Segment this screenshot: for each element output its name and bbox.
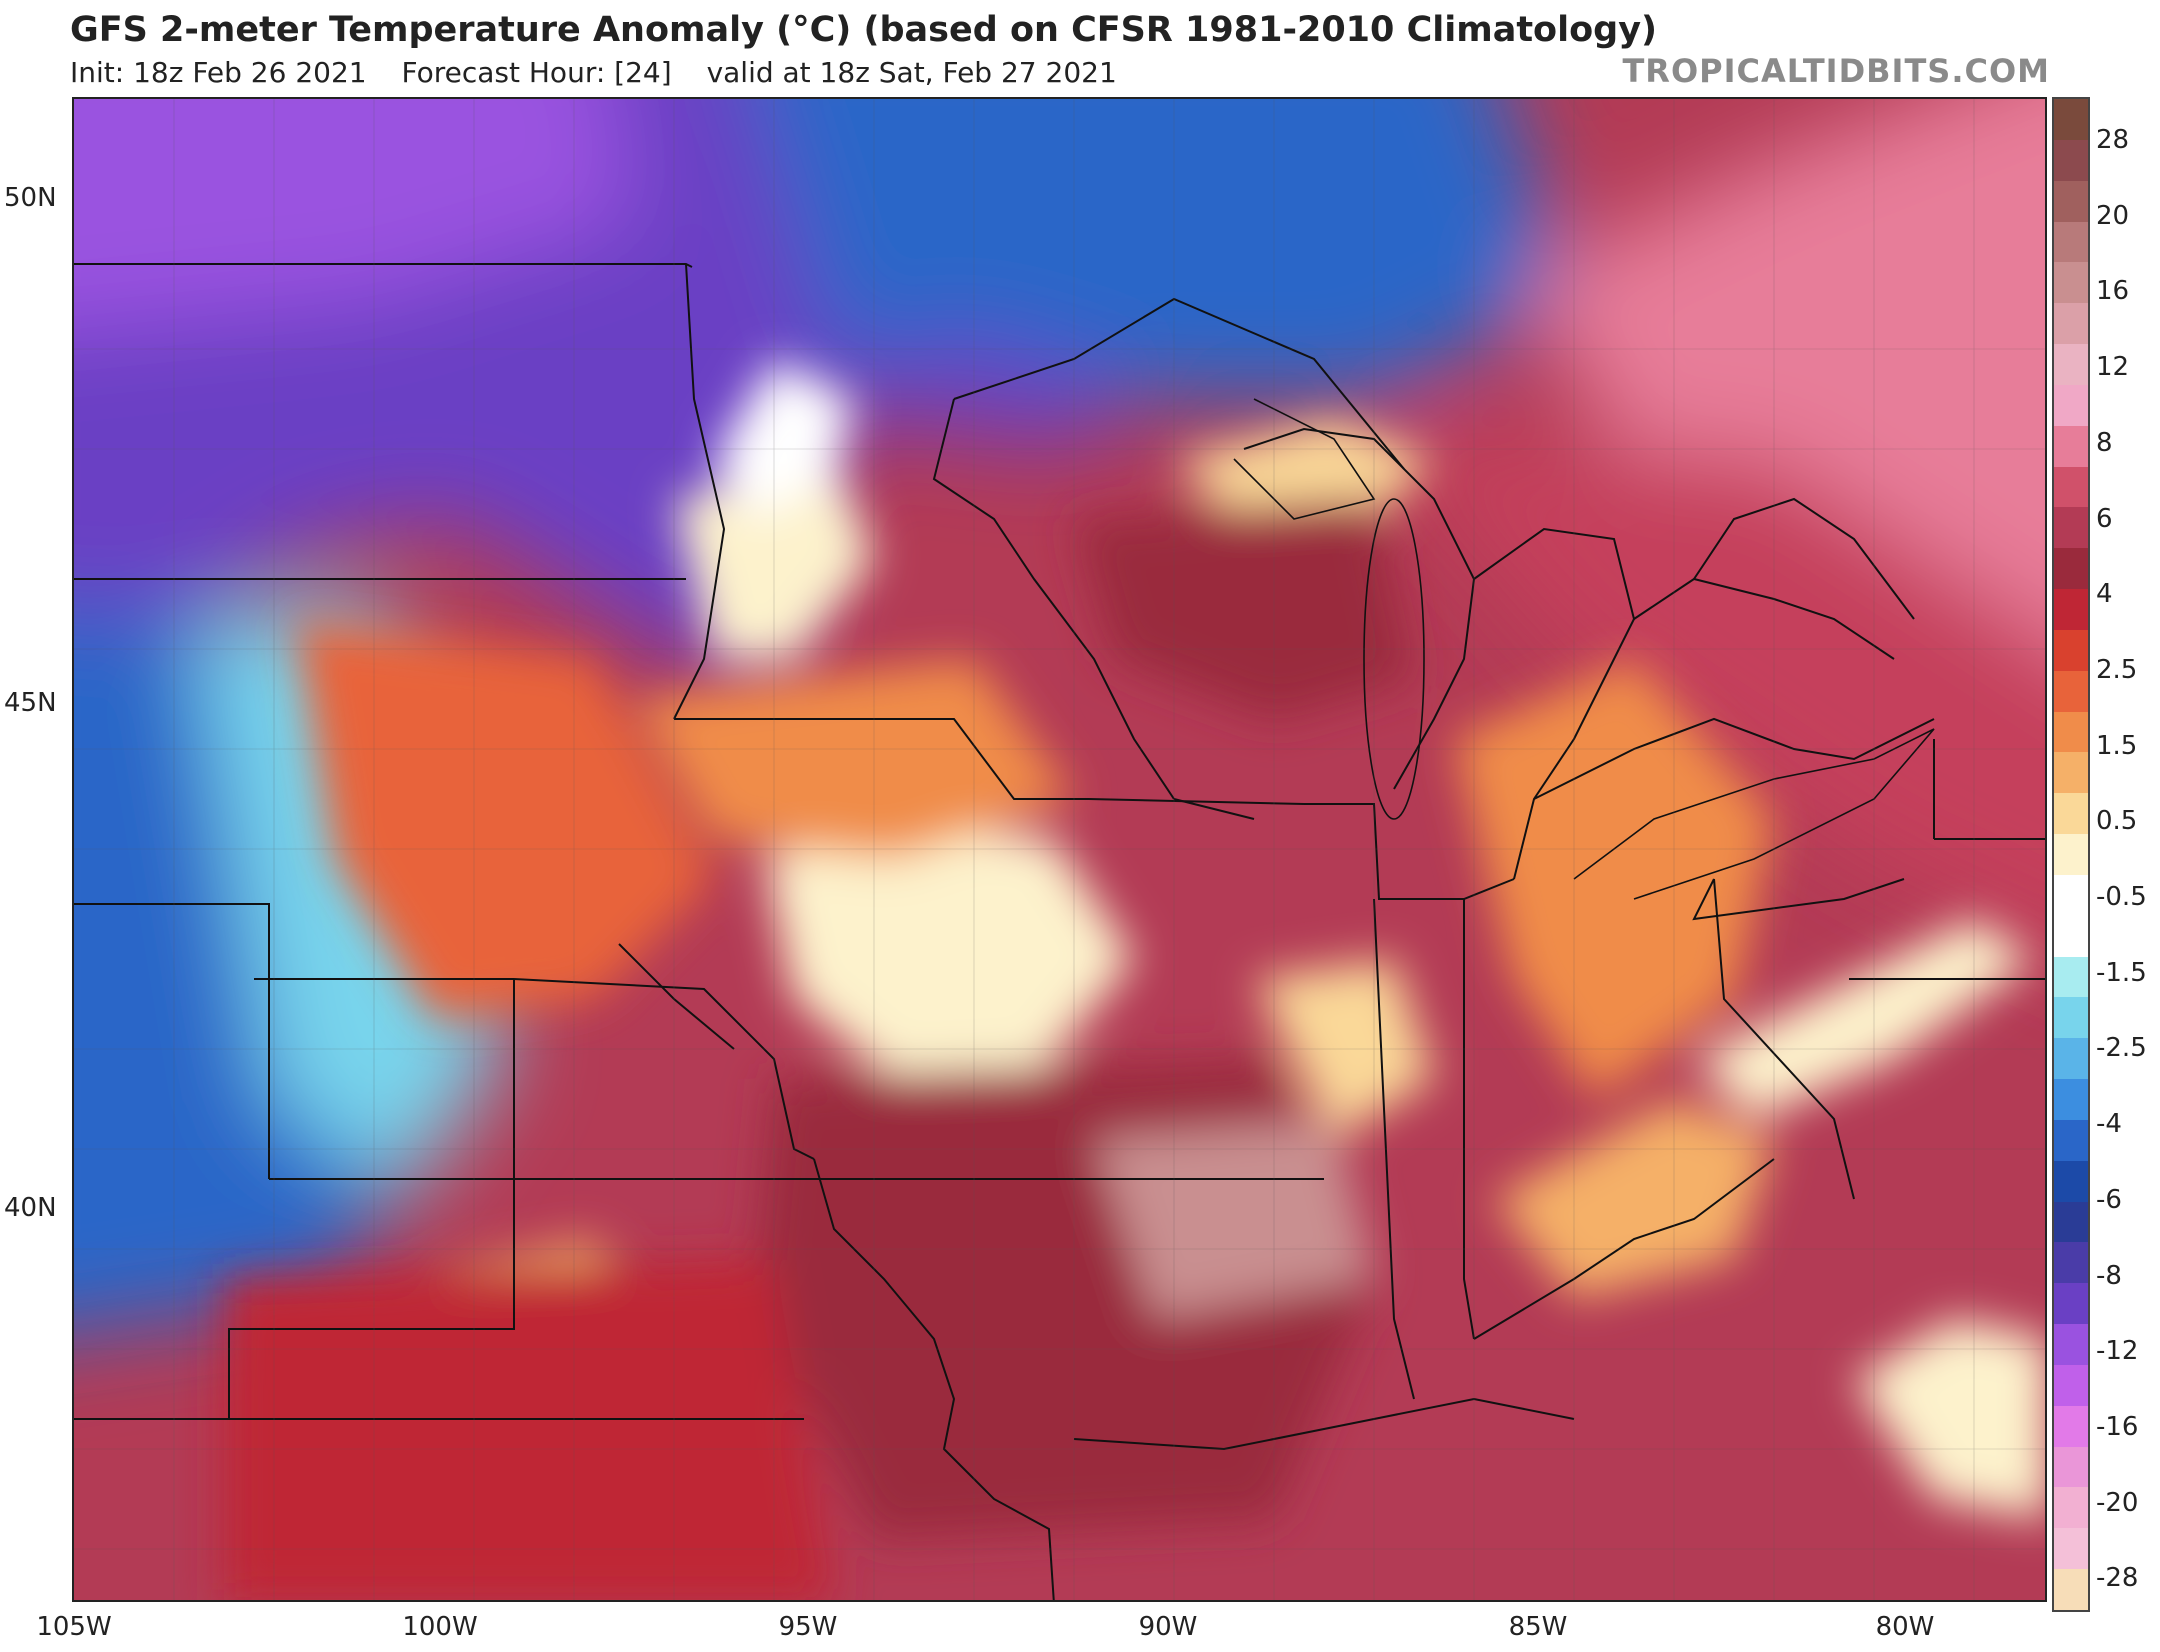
colorbar-swatch — [2054, 303, 2088, 346]
colorbar-swatch — [2054, 589, 2088, 631]
lon-label-95w: 95W — [778, 1612, 838, 1642]
colorbar-swatch — [2054, 221, 2088, 264]
colorbar-label: 4 — [2096, 579, 2113, 610]
colorbar-label: -0.5 — [2096, 882, 2147, 912]
colorbar-label: -2.5 — [2096, 1033, 2147, 1064]
colorbar-swatch — [2054, 139, 2088, 182]
colorbar-swatch — [2054, 1201, 2088, 1244]
colorbar-label: -16 — [2096, 1411, 2139, 1442]
map-subtitle: Init: 18z Feb 26 2021 Forecast Hour: [24… — [70, 56, 1143, 89]
colorbar-swatch — [2054, 1038, 2088, 1081]
colorbar-label: -12 — [2096, 1336, 2139, 1367]
valid-time: valid at 18z Sat, Feb 27 2021 — [706, 56, 1117, 89]
colorbar-swatch — [2054, 1324, 2088, 1366]
county-grid — [74, 99, 2045, 1600]
colorbar-label: 0.5 — [2096, 806, 2138, 837]
colorbar-label: -6 — [2096, 1184, 2122, 1215]
colorbar-swatch — [2054, 629, 2088, 672]
colorbar-swatch — [2054, 834, 2088, 876]
colorbar-swatch — [2054, 384, 2088, 427]
brand-watermark: TROPICALTIDBITS.COM — [1622, 52, 2050, 90]
colorbar-swatch — [2054, 1364, 2088, 1407]
state-borders — [74, 263, 2045, 1600]
colorbar-swatch — [2054, 344, 2088, 386]
lon-label-85w: 85W — [1508, 1612, 1568, 1642]
colorbar-swatch — [2054, 1446, 2088, 1489]
colorbar-label: 28 — [2096, 125, 2130, 155]
colorbar-swatch — [2054, 915, 2088, 958]
lon-label-90w: 90W — [1138, 1612, 1198, 1642]
colorbar-swatch — [2054, 466, 2088, 509]
colorbar-swatch — [2054, 99, 2088, 141]
colorbar-swatch — [2054, 711, 2088, 754]
colorbar-swatch — [2054, 425, 2088, 468]
colorbar-swatch — [2054, 1528, 2088, 1571]
colorbar-swatch — [2054, 180, 2088, 223]
lon-label-100w: 100W — [402, 1612, 478, 1642]
colorbar-label: -20 — [2096, 1487, 2139, 1518]
colorbar-label: -4 — [2096, 1109, 2122, 1140]
colorbar-swatch — [2054, 1569, 2088, 1610]
colorbar-swatch — [2054, 1079, 2088, 1121]
colorbar-swatch — [2054, 793, 2088, 836]
colorbar-swatch — [2054, 1160, 2088, 1203]
colorbar-label: 6 — [2096, 503, 2113, 534]
lake-outlines — [1233, 398, 1935, 900]
colorbar-label: 12 — [2096, 352, 2130, 383]
colorbar-swatch — [2054, 1487, 2088, 1530]
colorbar-label: -8 — [2096, 1260, 2122, 1291]
colorbar-swatch — [2054, 752, 2088, 795]
colorbar-swatch — [2054, 1119, 2088, 1162]
colorbar-swatch — [2054, 997, 2088, 1040]
colorbar-swatch — [2054, 548, 2088, 591]
lon-label-105w: 105W — [36, 1612, 112, 1642]
colorbar-label: 2.5 — [2096, 654, 2138, 685]
colorbar-swatch — [2054, 874, 2088, 917]
colorbar-label: 1.5 — [2096, 730, 2138, 761]
colorbar-label: -1.5 — [2096, 957, 2147, 988]
colorbar-label: 16 — [2096, 276, 2130, 307]
colorbar — [2052, 97, 2090, 1612]
colorbar-swatch — [2054, 1405, 2088, 1448]
map-title: GFS 2-meter Temperature Anomaly (°C) (ba… — [70, 10, 1658, 50]
colorbar-swatch — [2054, 262, 2088, 305]
colorbar-label: 20 — [2096, 200, 2130, 231]
colorbar-swatch — [2054, 956, 2088, 999]
colorbar-swatch — [2054, 507, 2088, 550]
colorbar-label: -28 — [2096, 1563, 2139, 1594]
colorbar-label: 8 — [2096, 427, 2113, 458]
anomaly-shading — [74, 99, 2045, 1335]
colorbar-swatch — [2054, 1242, 2088, 1285]
init-time: Init: 18z Feb 26 2021 — [70, 56, 367, 89]
lat-label-50n: 50N — [4, 183, 57, 213]
lat-label-45n: 45N — [4, 688, 57, 718]
forecast-hour: Forecast Hour: [24] — [401, 56, 672, 89]
colorbar-swatch — [2054, 1283, 2088, 1326]
temperature-anomaly-map — [72, 97, 2047, 1602]
lat-label-40n: 40N — [4, 1193, 57, 1223]
colorbar-swatch — [2054, 670, 2088, 713]
lon-label-80w: 80W — [1875, 1612, 1935, 1642]
